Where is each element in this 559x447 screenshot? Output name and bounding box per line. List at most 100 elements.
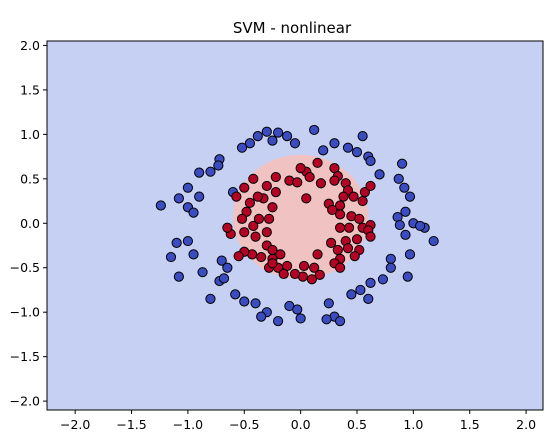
- point-inner-72: [314, 269, 325, 280]
- point-inner-50: [351, 234, 363, 245]
- point-outer-71: [256, 311, 267, 322]
- point-inner-3: [295, 163, 306, 174]
- point-inner-47: [344, 222, 355, 233]
- point-outer-45: [173, 271, 184, 282]
- point-outer-8: [236, 142, 248, 153]
- point-outer-40: [428, 235, 439, 247]
- point-outer-56: [205, 293, 216, 304]
- plot-frame: [46, 40, 544, 411]
- point-inner-53: [332, 244, 343, 256]
- point-outer-62: [363, 293, 374, 304]
- x-tick-label-5: 0.5: [347, 417, 367, 432]
- point-outer-50: [222, 262, 233, 273]
- point-inner-76: [278, 268, 289, 280]
- y-tick-label-3: −0.5: [10, 260, 40, 275]
- point-inner-79: [334, 262, 346, 273]
- point-outer-10: [329, 138, 340, 149]
- point-inner-73: [306, 274, 318, 285]
- point-outer-70: [334, 315, 346, 327]
- point-outer-20: [205, 166, 216, 177]
- point-outer-31: [188, 207, 199, 218]
- x-axis: −2.0 −1.5 −1.0 −0.5 0.0 0.5 1.0 1.5 2.0: [60, 410, 536, 432]
- point-outer-7: [244, 138, 256, 149]
- point-inner-10: [261, 180, 272, 192]
- point-outer-11: [342, 142, 354, 153]
- y-tick-label-6: 1.0: [20, 127, 40, 142]
- point-inner-54: [342, 243, 354, 254]
- point-inner-13: [315, 178, 327, 189]
- y-tick-label-2: −1.0: [10, 305, 40, 320]
- point-inner-61: [275, 249, 286, 260]
- point-outer-59: [355, 284, 366, 296]
- point-outer-51: [385, 262, 396, 273]
- x-tick-label-8: 2.0: [516, 417, 536, 432]
- point-inner-34: [263, 213, 275, 224]
- point-inner-11: [270, 187, 281, 198]
- x-tick-label-6: 1.0: [403, 417, 423, 432]
- point-outer-44: [188, 249, 199, 260]
- point-inner-71: [309, 262, 320, 273]
- point-outer-55: [218, 273, 230, 284]
- point-inner-17: [348, 191, 359, 202]
- point-outer-57: [230, 289, 241, 300]
- point-inner-31: [236, 213, 248, 224]
- point-outer-1: [272, 127, 284, 138]
- point-outer-24: [393, 173, 404, 184]
- point-outer-23: [399, 182, 410, 193]
- point-outer-64: [323, 298, 334, 309]
- point-outer-25: [194, 191, 205, 202]
- point-outer-69: [321, 314, 332, 325]
- y-tick-label-4: 0.0: [20, 216, 40, 231]
- point-inner-27: [301, 193, 312, 204]
- chart-title: SVM - nonlinear: [233, 19, 352, 37]
- point-outer-58: [239, 296, 250, 307]
- y-tick-label-1: −1.5: [10, 349, 40, 364]
- point-inner-30: [241, 206, 252, 217]
- point-outer-38: [415, 220, 426, 232]
- point-inner-41: [327, 204, 338, 216]
- point-inner-51: [365, 231, 376, 242]
- point-outer-0: [261, 126, 272, 137]
- point-inner-7: [270, 171, 281, 183]
- point-inner-1: [312, 157, 323, 168]
- point-outer-37: [394, 219, 405, 231]
- y-tick-label-0: −2.0: [10, 394, 40, 409]
- point-outer-49: [216, 255, 227, 266]
- point-outer-46: [197, 267, 208, 278]
- point-outer-60: [346, 289, 357, 300]
- point-inner-8: [248, 173, 259, 184]
- point-outer-53: [377, 274, 389, 285]
- point-outer-19: [213, 160, 224, 171]
- point-inner-26: [267, 202, 278, 213]
- x-tick-label-0: −2.0: [60, 417, 90, 432]
- point-outer-28: [155, 200, 166, 211]
- point-outer-5: [309, 124, 320, 136]
- point-outer-6: [289, 138, 301, 149]
- point-outer-26: [182, 182, 194, 193]
- point-inner-48: [334, 222, 346, 233]
- point-outer-9: [357, 131, 368, 142]
- x-tick-label-4: 0.0: [291, 417, 311, 432]
- y-tick-label-7: 1.5: [20, 82, 40, 97]
- point-inner-58: [312, 249, 323, 260]
- plot-area: [47, 41, 543, 410]
- point-outer-13: [351, 147, 363, 158]
- point-outer-48: [402, 271, 413, 282]
- point-outer-54: [365, 277, 376, 288]
- point-inner-56: [349, 251, 360, 262]
- point-inner-21: [338, 191, 349, 202]
- point-outer-2: [282, 131, 293, 142]
- point-outer-43: [165, 251, 177, 263]
- point-inner-70: [298, 260, 310, 272]
- point-inner-23: [252, 191, 263, 202]
- point-outer-27: [173, 193, 184, 204]
- point-inner-12: [292, 177, 303, 188]
- point-inner-39: [222, 222, 233, 233]
- point-inner-37: [239, 227, 250, 238]
- point-outer-12: [318, 145, 329, 156]
- point-inner-33: [253, 213, 265, 224]
- point-inner-40: [334, 209, 346, 220]
- point-inner-25: [231, 191, 242, 202]
- point-outer-17: [396, 158, 408, 169]
